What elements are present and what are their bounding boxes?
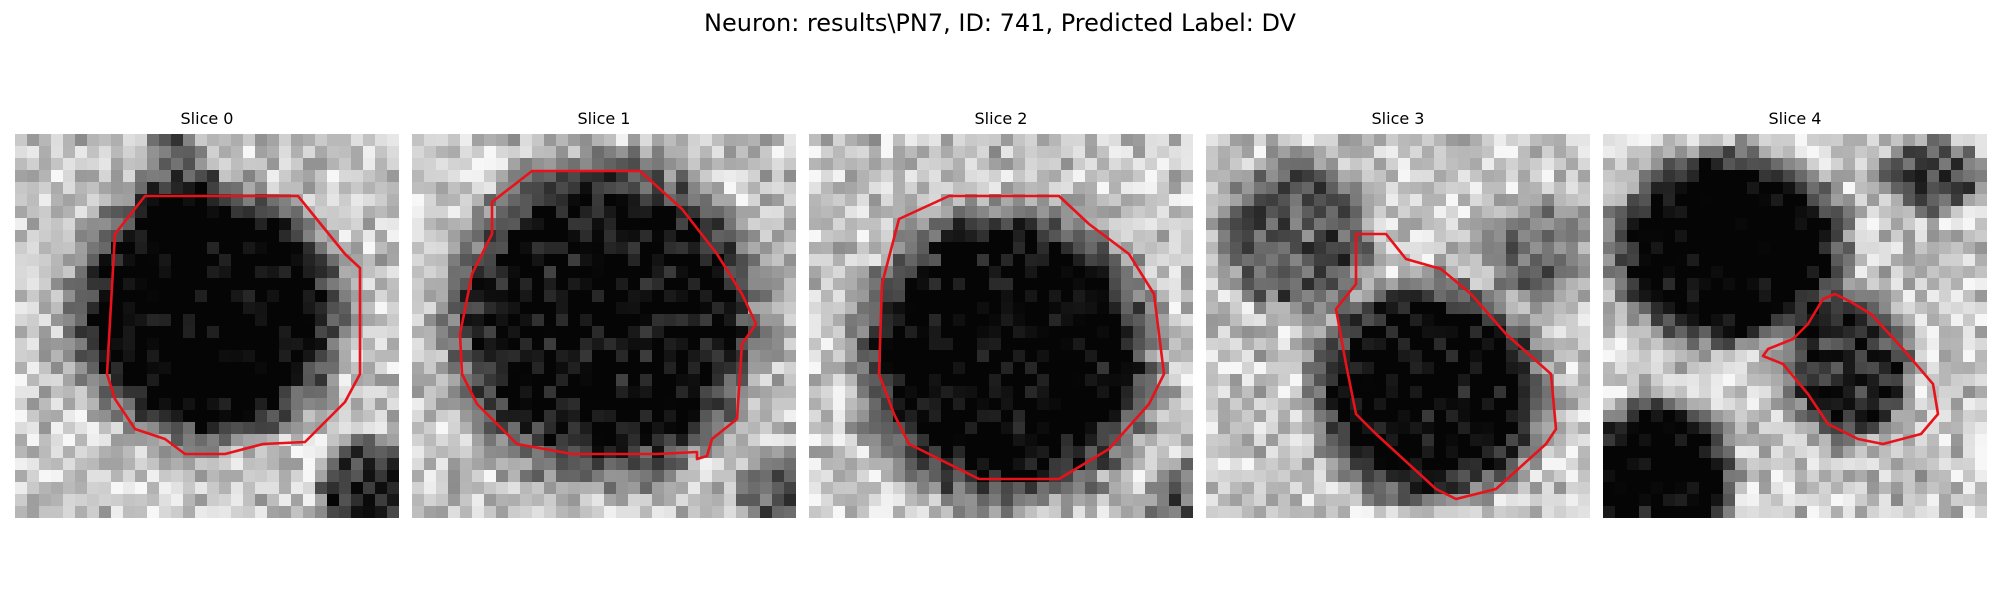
slice-title-2: Slice 2 [974,109,1028,128]
slice-title-1: Slice 1 [577,109,631,128]
slice-title-0: Slice 0 [180,109,234,128]
slice-panel-2: Slice 2 [809,108,1193,518]
slice-image-1 [412,134,796,518]
segmentation-contour [877,194,1166,481]
grayscale-texture [1206,134,1590,518]
slice-panel-4: Slice 4 [1603,108,1987,518]
segmentation-contour [105,194,362,456]
slice-image-0 [15,134,399,518]
slice-title-3: Slice 3 [1371,109,1425,128]
slice-image-3 [1206,134,1590,518]
grayscale-texture [809,134,1193,518]
slice-panel-1: Slice 1 [412,108,796,518]
slice-image-4 [1603,134,1987,518]
slice-title-4: Slice 4 [1768,109,1822,128]
slice-image-2 [809,134,1193,518]
slice-panel-0: Slice 0 [15,108,399,518]
grayscale-texture [15,134,399,518]
segmentation-contour [458,169,758,461]
grayscale-texture [1603,134,1987,518]
segmentation-contour [1334,232,1558,501]
segmentation-contour [1761,292,1940,446]
slice-panel-3: Slice 3 [1206,108,1590,518]
grayscale-texture [412,134,796,518]
figure-title: Neuron: results\PN7, ID: 741, Predicted … [704,9,1296,37]
